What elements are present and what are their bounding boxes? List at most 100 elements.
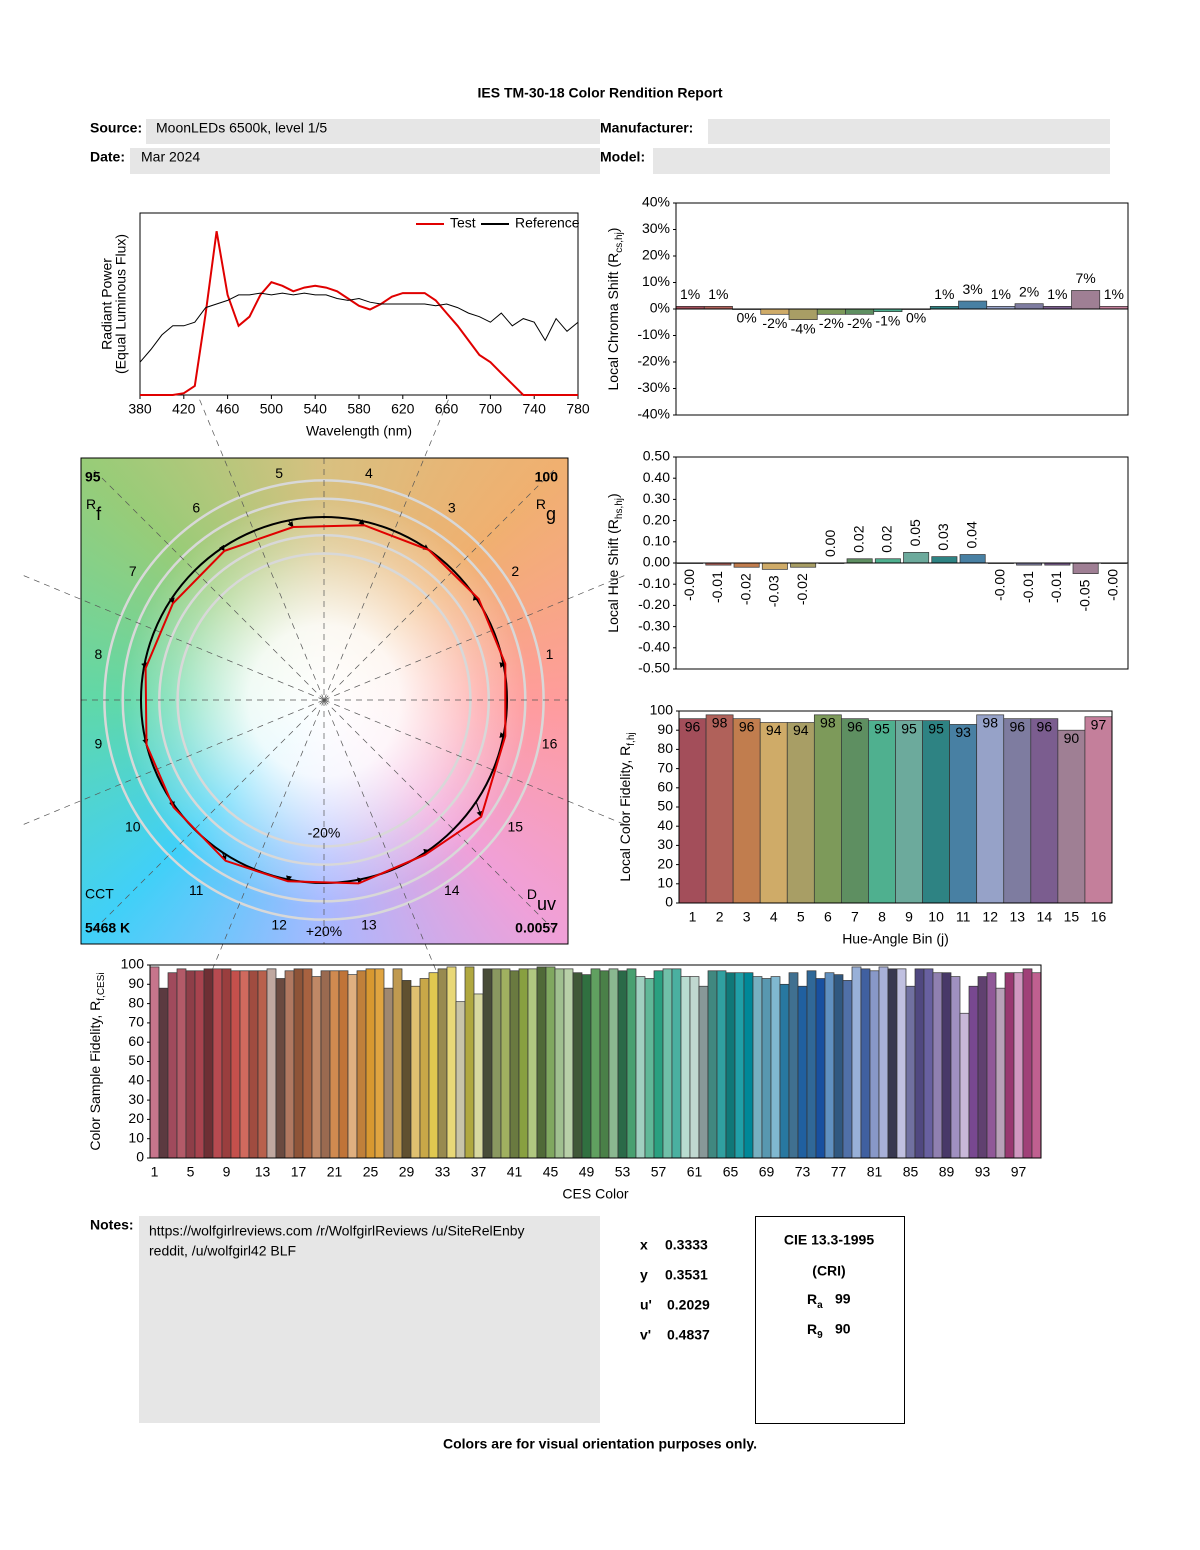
- cri-title: CIE 13.3-1995: [784, 1232, 874, 1248]
- bar: [896, 968, 907, 1159]
- value-label: 0%: [737, 310, 757, 326]
- y-tick-label: -20%: [637, 353, 670, 369]
- bar: [705, 714, 734, 904]
- bar: [527, 968, 538, 1159]
- bar: [167, 972, 178, 1159]
- plot-frame: [139, 212, 579, 396]
- bar: [1013, 972, 1024, 1159]
- bar: [760, 308, 790, 315]
- value-label: -0.01: [709, 571, 725, 603]
- label-text: Color Sample Fidelity, R: [87, 1001, 103, 1151]
- bar: [536, 966, 547, 1159]
- bar: [320, 970, 331, 1159]
- bar: [788, 308, 818, 320]
- model-field: [653, 148, 1110, 174]
- bar: [392, 968, 403, 1159]
- value-label: -0.00: [992, 569, 1008, 601]
- bar: [903, 552, 930, 564]
- source-value: MoonLEDs 6500k, level 1/5: [156, 120, 327, 136]
- bar: [149, 966, 160, 1159]
- value-label: 96: [739, 718, 755, 734]
- y-tick-label: 0.00: [643, 554, 670, 570]
- bar: [221, 968, 232, 1159]
- bar: [797, 985, 808, 1159]
- x-tick-label: 93: [975, 1164, 991, 1180]
- chromaticity-value: 0.2029: [667, 1297, 710, 1313]
- bar: [733, 562, 760, 568]
- bar: [626, 968, 637, 1159]
- bar: [473, 993, 484, 1159]
- value-label: 2%: [1019, 283, 1039, 299]
- bin-divider: [323, 394, 451, 701]
- x-tick-label: 89: [939, 1164, 955, 1180]
- bin-label: 15: [507, 818, 523, 834]
- model-label: Model:: [600, 149, 645, 165]
- cri-box: [755, 1216, 905, 1424]
- bar: [266, 968, 277, 1159]
- label-text: Local Hue Shift (R: [605, 519, 621, 633]
- x-tick-label: 41: [507, 1164, 523, 1180]
- value-label: 98: [820, 715, 836, 731]
- bar: [284, 970, 295, 1159]
- x-tick-label: 17: [291, 1164, 307, 1180]
- label-text: Local Chroma Shift (R: [605, 253, 621, 391]
- bar: [257, 970, 268, 1159]
- bar: [986, 972, 997, 1159]
- x-axis-label: Hue-Angle Bin (j): [842, 931, 949, 947]
- x-tick-label: 580: [347, 401, 371, 417]
- bar: [977, 976, 988, 1159]
- value-label: 95: [874, 720, 890, 736]
- bin-label: 16: [542, 736, 558, 752]
- bar: [1057, 729, 1086, 904]
- notes-line: reddit, /u/wolfgirl42 BLF: [149, 1243, 296, 1259]
- value-label: 0.02: [879, 525, 895, 552]
- bar: [698, 985, 709, 1159]
- bin-divider: [197, 699, 325, 1006]
- y-axis-label: Color Sample Fidelity, Rf,CESi: [87, 972, 107, 1150]
- bar: [725, 972, 736, 1159]
- bar: [293, 968, 304, 1159]
- bar: [518, 968, 529, 1159]
- y-tick-label: 0: [136, 1149, 144, 1165]
- x-tick-label: 85: [903, 1164, 919, 1180]
- bar: [347, 974, 358, 1159]
- bin-divider: [323, 466, 558, 701]
- bin-divider: [197, 394, 325, 701]
- y-tick-label: -0.30: [638, 617, 670, 633]
- chromaticity-value: 0.4837: [667, 1327, 710, 1343]
- bar: [905, 985, 916, 1159]
- bar: [732, 718, 761, 904]
- x-tick-label: 4: [770, 909, 778, 925]
- cct-label: CCT: [85, 886, 114, 902]
- bar: [806, 970, 817, 1159]
- bin-divider: [323, 699, 558, 934]
- value-label: 98: [712, 715, 728, 731]
- value-label: 96: [1037, 718, 1053, 734]
- x-tick-label: 13: [255, 1164, 271, 1180]
- x-tick-label: 620: [391, 401, 415, 417]
- label-text: R: [86, 496, 96, 512]
- x-tick-label: 3: [743, 909, 751, 925]
- y-axis-label: Radiant Power: [99, 258, 115, 350]
- label-text: D: [527, 886, 537, 902]
- y-tick-label: 0.10: [643, 533, 670, 549]
- label-subscript: g: [546, 504, 556, 524]
- plot-frame: [678, 710, 1113, 904]
- value-label: 0.02: [850, 525, 866, 552]
- bar: [833, 974, 844, 1159]
- bar: [941, 972, 952, 1159]
- bin-label: 5: [275, 465, 283, 481]
- notes-line: https://wolfgirlreviews.com /r/WolfgirlR…: [149, 1223, 525, 1239]
- bin-divider: [323, 699, 630, 827]
- bar: [653, 970, 664, 1159]
- y-tick-label: 100: [121, 956, 145, 972]
- x-tick-label: 14: [1037, 909, 1053, 925]
- date-label: Date:: [90, 149, 125, 165]
- x-tick-label: 16: [1091, 909, 1107, 925]
- value-label: -0.03: [766, 575, 782, 607]
- footer-note: Colors are for visual orientation purpos…: [443, 1436, 757, 1452]
- bar: [968, 985, 979, 1159]
- bar: [922, 720, 950, 904]
- value-label: -2%: [762, 315, 787, 331]
- y-tick-label: 70: [128, 1014, 144, 1030]
